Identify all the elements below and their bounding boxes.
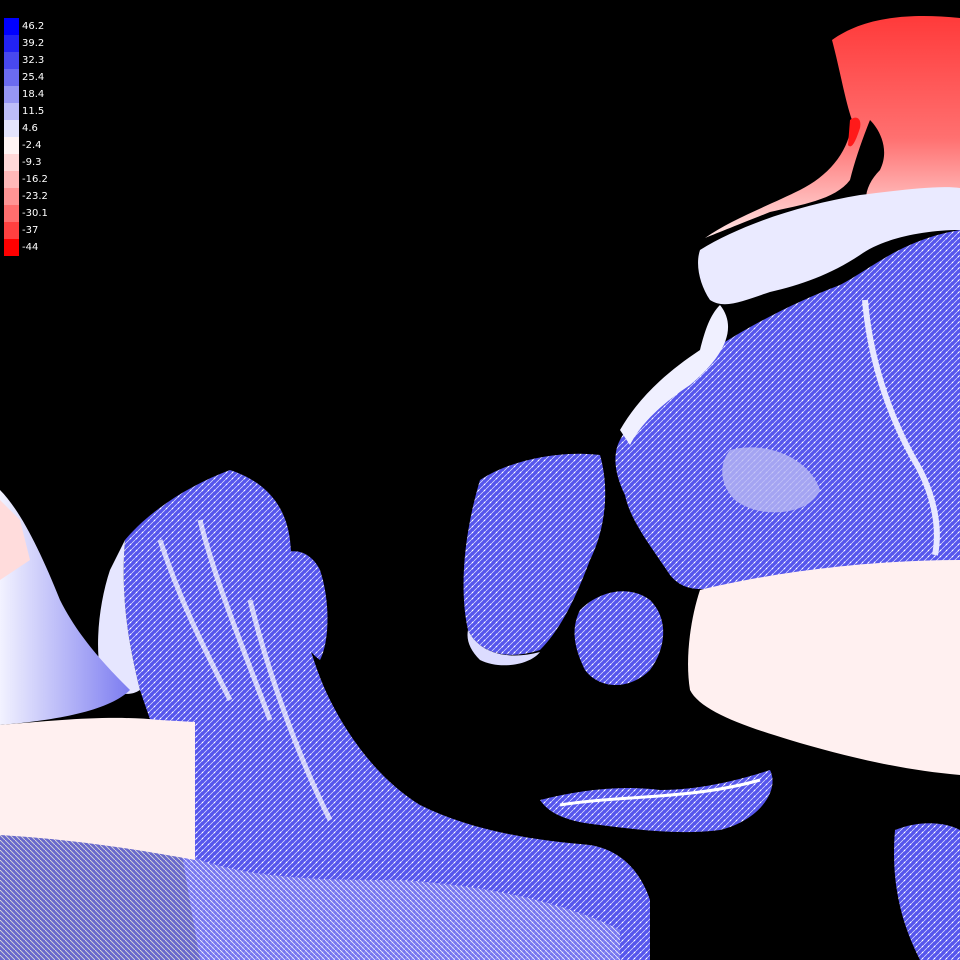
legend-swatch	[4, 120, 19, 137]
legend-label: 25.4	[22, 72, 45, 83]
legend-swatch	[4, 222, 19, 239]
southern-blue-band	[0, 820, 620, 960]
legend-label: -16.2	[22, 174, 48, 185]
chain-highlight	[559, 778, 761, 807]
legend-entry: -16.2	[4, 171, 48, 188]
central-bay-blue	[463, 453, 606, 655]
legend-label: -37	[22, 225, 39, 236]
western-sea-white-streaks	[157, 519, 333, 822]
west-red-tint	[0, 500, 30, 580]
legend-entry: 46.2	[4, 18, 48, 35]
legend-entry: -44	[4, 239, 48, 256]
island-strip	[275, 551, 328, 660]
legend-swatch	[4, 52, 19, 69]
western-sea-blue	[123, 470, 651, 960]
east-neutral-band	[688, 560, 960, 775]
legend-swatch	[4, 35, 19, 52]
legend-swatch	[4, 103, 19, 120]
legend-label: -2.4	[22, 140, 42, 151]
legend-label: -44	[22, 242, 39, 253]
legend-label: 11.5	[22, 106, 45, 117]
legend-entry: 11.5	[4, 103, 48, 120]
southern-chain	[540, 770, 773, 833]
legend-entry: 25.4	[4, 69, 48, 86]
legend-swatch	[4, 154, 19, 171]
far-west-coast	[0, 490, 130, 725]
color-legend: 46.2 39.2 32.3 25.4 18.4 11.5 4.6 -2.4 -…	[4, 18, 48, 256]
legend-entry: -37	[4, 222, 48, 239]
legend-label: 18.4	[22, 89, 45, 100]
se-corner-blue	[894, 823, 960, 960]
legend-swatch	[4, 205, 19, 222]
western-sea-coast	[98, 540, 140, 694]
pale-spot	[722, 447, 820, 513]
legend-entry: -2.4	[4, 137, 48, 154]
legend-label: 39.2	[22, 38, 45, 49]
legend-swatch	[4, 171, 19, 188]
legend-swatch	[4, 188, 19, 205]
legend-entry: 4.6	[4, 120, 48, 137]
legend-label: -23.2	[22, 191, 48, 202]
north-red-region	[705, 16, 960, 238]
legend-swatch	[4, 18, 19, 35]
legend-entry: -23.2	[4, 188, 48, 205]
western-pacific-blue	[615, 230, 960, 590]
legend-label: -9.3	[22, 157, 42, 168]
island-region-blue	[574, 591, 664, 685]
legend-entry: 32.3	[4, 52, 48, 69]
ridge-line	[862, 299, 940, 556]
legend-swatch	[4, 137, 19, 154]
west-neutral-band	[0, 717, 195, 860]
north-pale-band	[698, 187, 960, 305]
legend-entry: 18.4	[4, 86, 48, 103]
legend-swatch	[4, 239, 19, 256]
legend-entry: 39.2	[4, 35, 48, 52]
northern-island-red	[848, 117, 861, 147]
central-bay-fringe	[467, 630, 540, 666]
legend-entry: -9.3	[4, 154, 48, 171]
legend-label: -30.1	[22, 208, 48, 219]
legend-label: 46.2	[22, 21, 45, 32]
legend-swatch	[4, 86, 19, 103]
legend-label: 4.6	[22, 123, 38, 134]
legend-label: 32.3	[22, 55, 45, 66]
coastal-fringe	[620, 305, 729, 445]
legend-entry: -30.1	[4, 205, 48, 222]
legend-swatch	[4, 69, 19, 86]
